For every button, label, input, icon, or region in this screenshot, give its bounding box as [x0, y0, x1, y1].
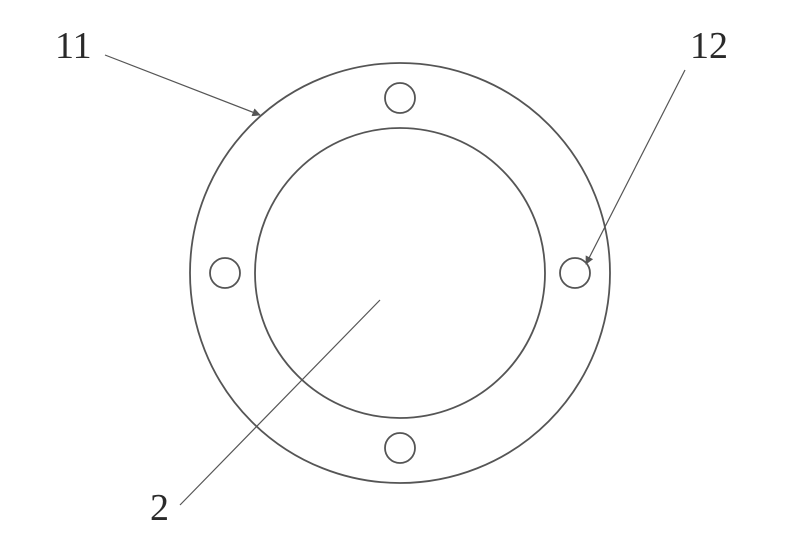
leader-line — [180, 300, 380, 505]
outer-ring — [190, 63, 610, 483]
label-11: 11 — [55, 24, 92, 68]
bolt-hole — [385, 83, 415, 113]
bolt-holes-group — [210, 83, 590, 463]
bolt-hole — [210, 258, 240, 288]
bolt-hole — [385, 433, 415, 463]
callout-lines-group — [105, 55, 685, 505]
flange-diagram — [0, 0, 800, 547]
bolt-hole — [560, 258, 590, 288]
label-12: 12 — [690, 24, 728, 68]
inner-bore — [255, 128, 545, 418]
leader-line — [586, 70, 685, 264]
leader-line — [105, 55, 260, 115]
label-2: 2 — [150, 486, 169, 530]
